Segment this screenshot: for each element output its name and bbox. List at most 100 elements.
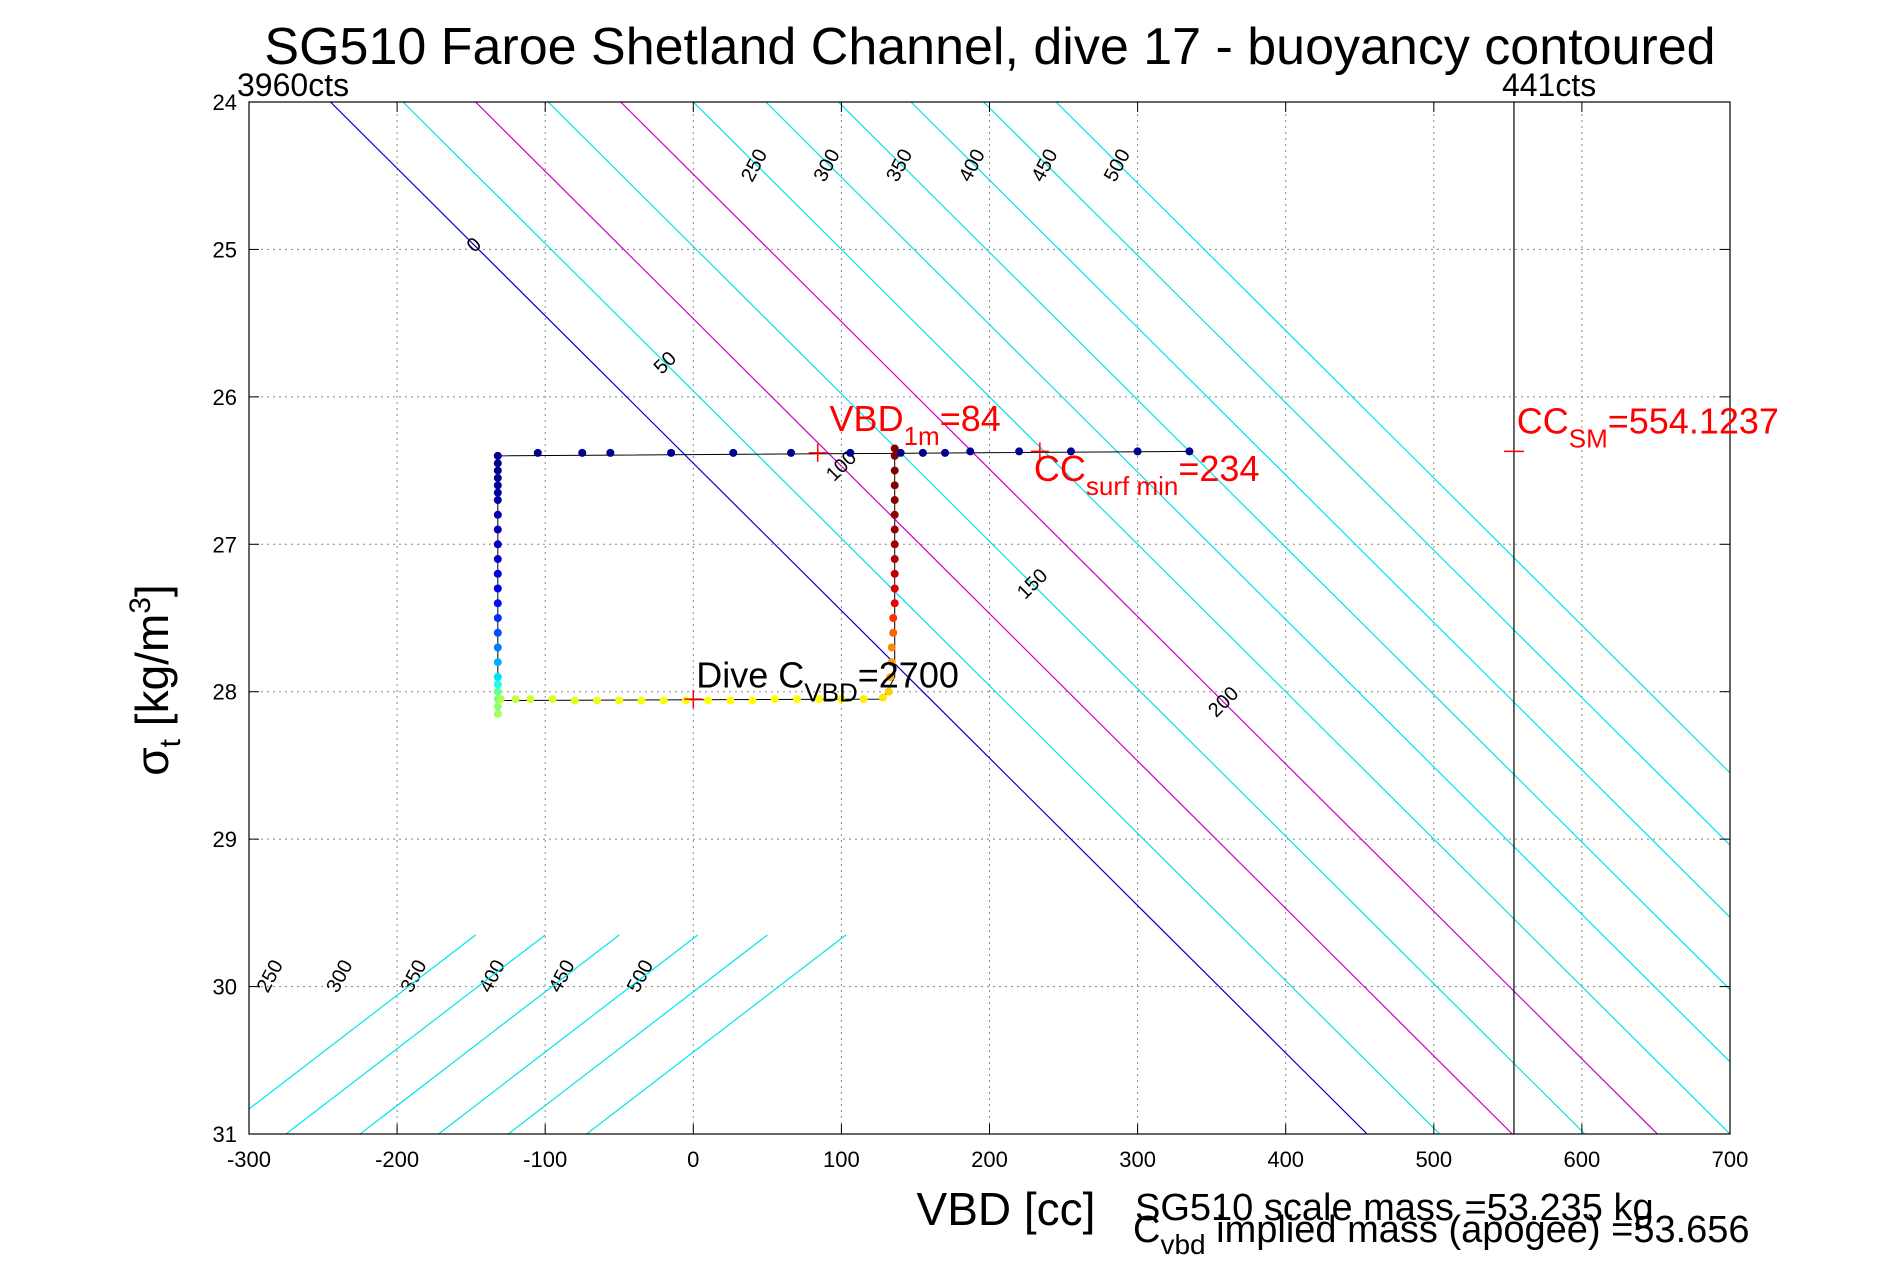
axes-layer: -300 -200 -100 0 100 200 300 400 500 600 700 24 25 26… [213, 67, 1749, 1172]
data-point [1185, 447, 1194, 456]
data-point [889, 614, 898, 622]
data-point [890, 481, 899, 490]
data-point [770, 695, 779, 704]
annotation-label: CCSM=554.1237 [1517, 401, 1779, 454]
y-tick-label: 24 [213, 90, 237, 115]
data-point [1133, 447, 1142, 456]
x-tick-label: 200 [971, 1147, 1008, 1172]
data-point [889, 628, 898, 637]
data-point [493, 680, 502, 689]
annotation-label: CCsurf min=234 [1034, 448, 1260, 501]
y-tick-label: 28 [213, 680, 237, 705]
data-point [787, 448, 796, 457]
buoyancy-contour-450 [983, 102, 1730, 846]
footer-implied-tail: implied mass (apogee) =53.656 [1206, 1209, 1750, 1251]
data-point [493, 584, 502, 593]
annotation-main: CC [1517, 401, 1569, 442]
data-point [681, 696, 690, 705]
data-point [493, 614, 502, 622]
y-tick-label: 25 [213, 237, 237, 262]
data-point [493, 628, 502, 637]
y-axis-label-symbol: σ [126, 747, 178, 775]
data-point [890, 451, 899, 460]
data-point [570, 696, 579, 705]
chart-title: SG510 Faroe Shetland Channel, dive 17 - … [264, 18, 1715, 76]
top-count-label: 441cts [1502, 67, 1596, 103]
buoyancy-contour-lower [507, 934, 768, 1134]
x-tick-label: -300 [227, 1147, 271, 1172]
annotation-main: CC [1034, 448, 1086, 489]
x-tick-label: 0 [687, 1147, 699, 1172]
buoyancy-contour-400 [910, 102, 1730, 919]
data-point [493, 466, 502, 475]
footer-scale-mass: SG510 scale mass =53.235 kg [1135, 1187, 1654, 1229]
buoyancy-contour-200 [620, 102, 1658, 1134]
buoyancy-contour-350 [838, 102, 1730, 991]
annotation-main: VBD [830, 398, 904, 439]
buoyancy-contour-0 [330, 102, 1368, 1134]
buoyancy-contour-500 [1055, 102, 1730, 774]
data-point [890, 555, 899, 564]
annotation-tail: =2700 [858, 654, 959, 695]
data-point [890, 466, 899, 475]
annotation-tail: =84 [940, 398, 1001, 439]
y-tick-label: 31 [213, 1122, 237, 1147]
annotation-sub: surf min [1086, 471, 1178, 501]
x-tick-label: -200 [375, 1147, 419, 1172]
data-point [493, 658, 502, 667]
buoyancy-contour-lower [249, 934, 476, 1110]
data-point [859, 695, 868, 704]
data-point [890, 584, 899, 593]
data-point [533, 448, 542, 457]
buoyancy-contour-250 [692, 102, 1730, 1134]
data-point [792, 695, 801, 704]
y-axis-label-unit: [kg/m [126, 614, 178, 739]
y-tick-label: 27 [213, 532, 237, 557]
buoyancy-contour-lower [285, 934, 546, 1134]
data-point [493, 451, 502, 460]
x-tick-label: -100 [523, 1147, 567, 1172]
data-point [726, 696, 735, 705]
x-tick-label: 300 [1119, 1147, 1156, 1172]
buoyancy-contour-lower [586, 934, 847, 1134]
data-point [1066, 447, 1075, 456]
buoyancy-contour-300 [765, 102, 1730, 1063]
annotation-sub: 1m [904, 421, 940, 451]
data-point [704, 696, 713, 705]
x-tick-label: 100 [823, 1147, 860, 1172]
data-point [748, 696, 757, 705]
x-tick-label: 400 [1267, 1147, 1304, 1172]
data-point [890, 444, 899, 453]
data-layer [493, 444, 1194, 718]
data-point [493, 599, 502, 608]
data-point [890, 569, 899, 578]
y-axis-label: σt [kg/m3] [124, 584, 187, 775]
data-point [493, 555, 502, 564]
annotation-sub: VBD [804, 677, 857, 707]
data-point [887, 658, 896, 667]
data-point [578, 448, 587, 457]
contour-label: 300 [322, 956, 357, 996]
data-point [890, 496, 899, 505]
data-point [493, 510, 502, 519]
data-point [511, 695, 520, 704]
data-point [493, 569, 502, 578]
data-point [896, 448, 905, 457]
annotation-tail: =234 [1178, 448, 1259, 489]
footer-implied-mass: Cvbd implied mass (apogee) =53.656 [1133, 1209, 1750, 1260]
data-point [890, 540, 899, 549]
x-tick-label: 700 [1712, 1147, 1749, 1172]
data-point [729, 448, 738, 457]
data-point [966, 447, 975, 456]
data-point [941, 448, 950, 457]
data-point [606, 448, 615, 457]
contour-label: 450 [545, 956, 580, 996]
data-point [1015, 447, 1024, 456]
data-point [493, 488, 502, 497]
data-point [637, 696, 646, 705]
data-point [493, 481, 502, 490]
data-point [496, 695, 505, 704]
y-axis-label-unit-sup: 3 [124, 597, 157, 614]
buoyancy-contour-100 [475, 102, 1513, 1134]
